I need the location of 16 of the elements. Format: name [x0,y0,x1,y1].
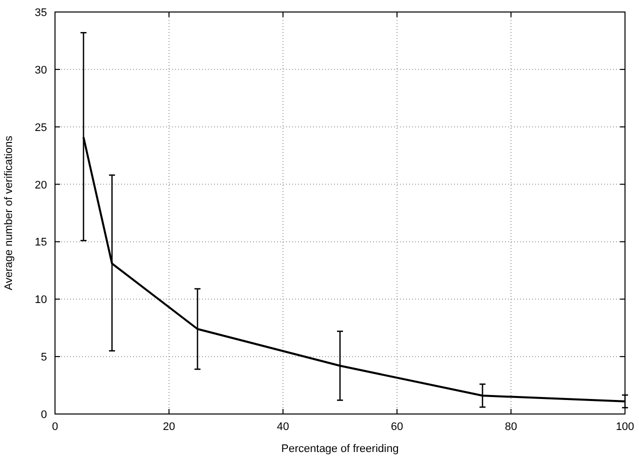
x-tick-label: 20 [162,421,176,433]
x-tick-label: 0 [52,421,58,433]
y-tick-label: 0 [40,409,47,421]
x-axis-title: Percentage of freeriding [281,443,399,455]
y-axis-title: Average number of verifications [3,135,15,290]
y-tick-label: 30 [34,64,47,76]
x-tick-label: 100 [616,421,634,433]
y-tick-label: 5 [40,352,47,364]
x-tick-label: 40 [276,421,290,433]
x-tick-label: 80 [504,421,518,433]
y-tick-label: 20 [34,179,47,192]
y-tick-label: 15 [34,236,47,249]
x-tick-label: 60 [390,421,404,433]
y-tick-label: 10 [34,294,47,306]
y-tick-label: 35 [34,7,47,19]
y-tick-label: 25 [34,122,47,134]
